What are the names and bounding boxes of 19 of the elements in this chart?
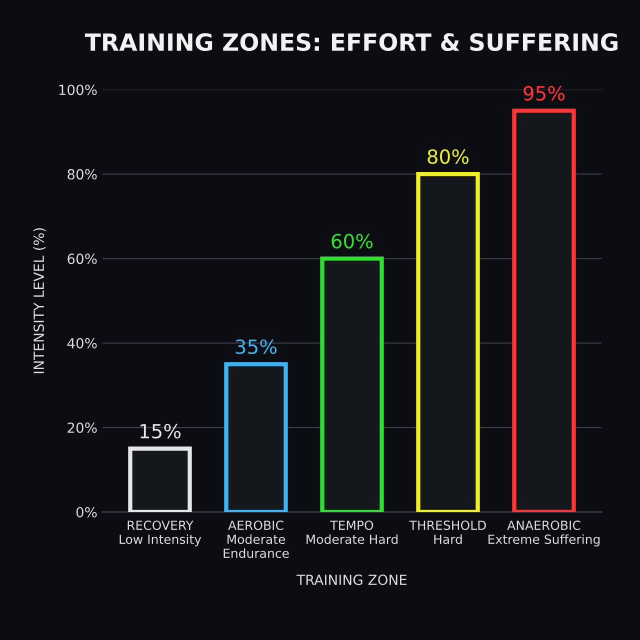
data-label: 35%	[236, 339, 277, 354]
y-tick-label: 80%	[68, 169, 97, 180]
y-tick-label: 100%	[59, 84, 97, 96]
y-axis-title: INTENSITY LEVEL (%)	[33, 228, 46, 374]
y-tick-label: 20%	[68, 422, 97, 433]
x-tick-label: AEROBIC Moderate Endurance	[224, 520, 289, 558]
x-tick-label: THRESHOLD Hard	[409, 520, 486, 544]
y-tick-label: 60%	[68, 254, 97, 264]
x-tick-label: ANAEROBIC Extreme Suffering	[488, 520, 600, 546]
data-label: 95%	[524, 86, 565, 101]
data-label: 60%	[332, 234, 373, 248]
x-tick-label: RECOVERY Low Intensity	[120, 520, 202, 546]
data-label: 15%	[140, 424, 181, 439]
chart-title: TRAINING ZONES: EFFORT & SUFFERING	[84, 33, 618, 52]
x-tick-label: TEMPO Moderate Hard	[306, 520, 398, 544]
x-axis-title: TRAINING ZONE	[296, 574, 407, 586]
data-label: 80%	[428, 149, 469, 164]
y-tick-label: 0%	[76, 506, 97, 518]
y-tick-label: 40%	[67, 338, 97, 349]
